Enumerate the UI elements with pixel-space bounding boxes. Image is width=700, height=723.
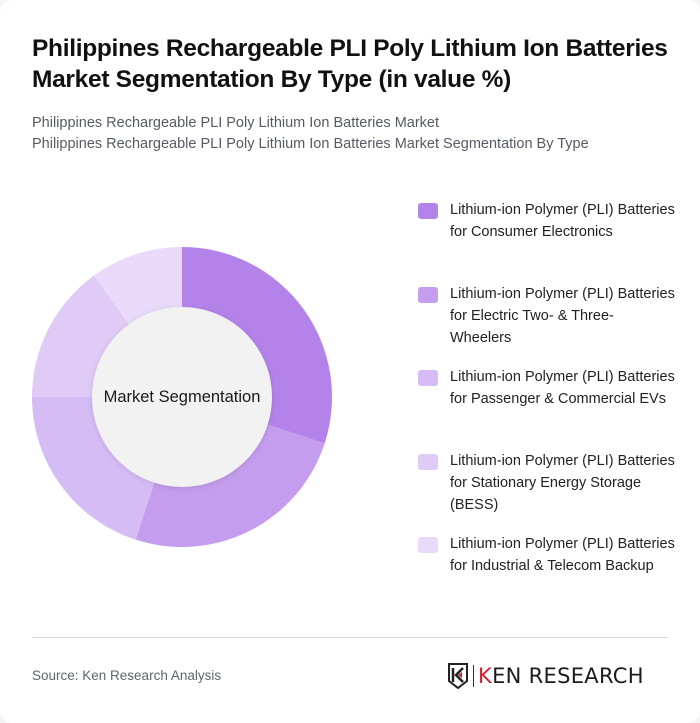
ken-research-shield-icon bbox=[448, 663, 468, 689]
legend-label: Lithium-ion Polymer (PLI) Batteries for … bbox=[450, 536, 675, 574]
legend-label: Lithium-ion Polymer (PLI) Batteries for … bbox=[450, 202, 675, 240]
donut-svg bbox=[31, 247, 332, 547]
legend-item-stationary-storage[interactable]: Lithium-ion Polymer (PLI) Batteries for … bbox=[418, 450, 683, 534]
legend-swatch bbox=[418, 203, 438, 219]
logo-k: K bbox=[478, 664, 493, 688]
source-note: Source: Ken Research Analysis bbox=[32, 668, 222, 683]
donut-hole bbox=[92, 307, 272, 487]
legend-label: Lithium-ion Polymer (PLI) Batteries for … bbox=[450, 369, 675, 407]
legend-swatch bbox=[418, 370, 438, 386]
logo-separator bbox=[473, 665, 474, 687]
legend-swatch bbox=[418, 286, 438, 303]
ken-research-logo: KEN RESEARCH bbox=[448, 661, 644, 691]
legend-item-consumer-electronics[interactable]: Lithium-ion Polymer (PLI) Batteries for … bbox=[418, 199, 683, 283]
legend-swatch bbox=[418, 453, 438, 470]
legend-label: Lithium-ion Polymer (PLI) Batteries for … bbox=[450, 285, 675, 346]
legend-label: Lithium-ion Polymer (PLI) Batteries for … bbox=[450, 452, 675, 513]
logo-rest: EN RESEARCH bbox=[492, 664, 644, 688]
subtitle-line-1: Philippines Rechargeable PLI Poly Lithiu… bbox=[32, 115, 440, 131]
legend-item-two-three-wheelers[interactable]: Lithium-ion Polymer (PLI) Batteries for … bbox=[418, 283, 683, 367]
footer-divider bbox=[32, 637, 668, 638]
chart-title: Philippines Rechargeable PLI Poly Lithiu… bbox=[32, 35, 668, 93]
legend-swatch bbox=[418, 537, 438, 553]
donut-chart: Market Segmentation bbox=[28, 244, 338, 554]
chart-legend: Lithium-ion Polymer (PLI) Batteries for … bbox=[418, 199, 683, 617]
logo-wordmark: KEN RESEARCH bbox=[478, 664, 644, 688]
legend-item-passenger-commercial-evs[interactable]: Lithium-ion Polymer (PLI) Batteries for … bbox=[418, 366, 683, 450]
legend-item-industrial-telecom[interactable]: Lithium-ion Polymer (PLI) Batteries for … bbox=[418, 533, 683, 617]
subtitle-line-2: Philippines Rechargeable PLI Poly Lithiu… bbox=[32, 136, 589, 152]
chart-subtitle: Philippines Rechargeable PLI Poly Lithiu… bbox=[32, 113, 682, 155]
